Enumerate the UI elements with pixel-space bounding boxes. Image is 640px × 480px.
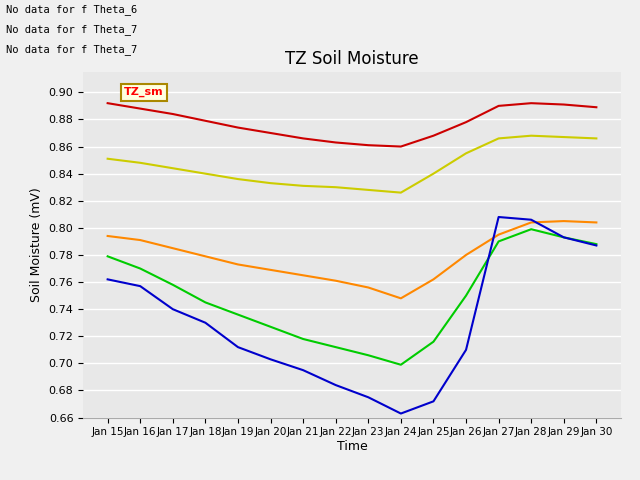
Theta_1 [462, 119, 470, 125]
Theta_4 [495, 239, 502, 244]
Line: Theta_5: Theta_5 [108, 217, 596, 414]
Theta_1 [169, 111, 177, 117]
Theta_3 [332, 184, 340, 190]
Y-axis label: Soil Moisture (mV): Soil Moisture (mV) [30, 187, 43, 302]
Theta_3 [136, 160, 144, 166]
Theta_1 [136, 106, 144, 111]
Theta_1 [267, 130, 275, 136]
Theta_5 [495, 214, 502, 220]
Theta_3 [169, 165, 177, 171]
Theta_2 [169, 245, 177, 251]
Theta_1 [364, 142, 372, 148]
Line: Theta_3: Theta_3 [108, 136, 596, 192]
Theta_2 [364, 285, 372, 290]
Theta_5 [397, 411, 404, 417]
Theta_5 [300, 367, 307, 373]
Title: TZ Soil Moisture: TZ Soil Moisture [285, 49, 419, 68]
Theta_1 [332, 140, 340, 145]
Text: No data for f Theta_7: No data for f Theta_7 [6, 44, 138, 55]
Theta_4 [267, 324, 275, 330]
Line: Theta_2: Theta_2 [108, 221, 596, 299]
Theta_2 [462, 252, 470, 258]
Theta_3 [593, 135, 600, 141]
Theta_3 [364, 187, 372, 193]
Theta_2 [267, 267, 275, 273]
Theta_2 [429, 276, 437, 282]
Theta_3 [397, 190, 404, 195]
Theta_2 [560, 218, 568, 224]
Theta_5 [462, 347, 470, 353]
Theta_2 [300, 273, 307, 278]
Text: No data for f Theta_7: No data for f Theta_7 [6, 24, 138, 35]
Theta_1 [560, 102, 568, 108]
Theta_3 [462, 150, 470, 156]
Theta_2 [202, 253, 209, 259]
Theta_1 [202, 118, 209, 124]
Theta_1 [104, 100, 111, 106]
Theta_3 [495, 135, 502, 141]
Theta_1 [495, 103, 502, 109]
Theta_2 [593, 219, 600, 225]
Theta_4 [332, 344, 340, 350]
Theta_2 [136, 237, 144, 243]
Theta_2 [234, 262, 242, 267]
Theta_2 [495, 232, 502, 238]
Theta_3 [267, 180, 275, 186]
Theta_4 [560, 234, 568, 240]
Theta_5 [560, 234, 568, 240]
Theta_4 [136, 265, 144, 271]
Text: No data for f Theta_6: No data for f Theta_6 [6, 4, 138, 15]
Theta_4 [300, 336, 307, 342]
Theta_2 [332, 278, 340, 284]
Theta_3 [560, 134, 568, 140]
Theta_4 [364, 352, 372, 358]
Theta_1 [300, 135, 307, 141]
Theta_4 [104, 253, 111, 259]
Theta_5 [364, 395, 372, 400]
Theta_3 [300, 183, 307, 189]
Theta_1 [593, 104, 600, 110]
Theta_5 [136, 283, 144, 289]
Theta_5 [169, 306, 177, 312]
Theta_3 [202, 171, 209, 177]
Theta_1 [397, 144, 404, 149]
Theta_1 [234, 125, 242, 131]
Theta_5 [527, 217, 535, 223]
Theta_4 [527, 227, 535, 232]
Theta_5 [267, 357, 275, 362]
Theta_3 [234, 176, 242, 182]
Theta_5 [104, 276, 111, 282]
Theta_4 [169, 282, 177, 288]
Theta_4 [429, 339, 437, 345]
X-axis label: Time: Time [337, 440, 367, 453]
Theta_3 [104, 156, 111, 162]
Theta_5 [202, 320, 209, 325]
Line: Theta_4: Theta_4 [108, 229, 596, 365]
Text: TZ_sm: TZ_sm [124, 87, 164, 97]
Theta_4 [462, 293, 470, 299]
Theta_2 [104, 233, 111, 239]
Theta_5 [429, 398, 437, 404]
Theta_2 [397, 296, 404, 301]
Theta_1 [429, 133, 437, 139]
Theta_1 [527, 100, 535, 106]
Theta_4 [397, 362, 404, 368]
Theta_2 [527, 219, 535, 225]
Theta_4 [593, 241, 600, 247]
Theta_4 [234, 312, 242, 317]
Line: Theta_1: Theta_1 [108, 103, 596, 146]
Theta_4 [202, 300, 209, 305]
Theta_3 [429, 171, 437, 177]
Theta_5 [234, 344, 242, 350]
Theta_3 [527, 133, 535, 139]
Theta_5 [593, 242, 600, 248]
Theta_5 [332, 382, 340, 388]
